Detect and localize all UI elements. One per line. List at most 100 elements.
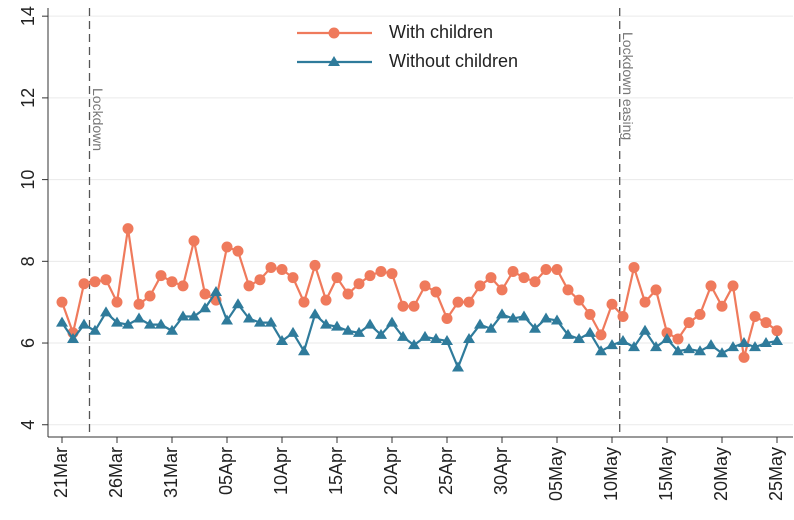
point	[122, 318, 134, 329]
point	[254, 274, 266, 286]
x-tick-label: 20May	[711, 447, 731, 501]
y-tick-label: 12	[18, 88, 38, 108]
point	[210, 285, 222, 296]
point	[628, 261, 640, 273]
point	[672, 345, 684, 356]
point	[199, 288, 211, 300]
x-tick-label: 25May	[766, 447, 786, 501]
point	[298, 296, 310, 308]
point	[265, 261, 277, 273]
point	[474, 280, 486, 292]
point	[100, 274, 112, 286]
y-tick-label: 4	[18, 420, 38, 430]
point	[760, 317, 772, 329]
point	[485, 272, 497, 284]
x-tick-label: 15May	[656, 447, 676, 501]
point	[353, 326, 365, 337]
point	[595, 345, 607, 356]
point	[89, 276, 101, 288]
point	[78, 318, 90, 329]
point	[683, 343, 695, 354]
point	[617, 310, 629, 322]
point	[375, 266, 387, 278]
point	[441, 313, 453, 325]
x-tick-label: 10May	[601, 447, 621, 501]
point	[177, 280, 189, 292]
point	[144, 290, 156, 302]
point	[463, 296, 475, 308]
point	[386, 316, 398, 327]
point	[287, 272, 299, 284]
point	[474, 318, 486, 329]
point	[243, 280, 255, 292]
point	[496, 284, 508, 296]
point	[122, 223, 134, 235]
point	[540, 312, 552, 323]
point	[276, 334, 288, 345]
x-tick-label: 25Apr	[436, 447, 456, 495]
point	[243, 312, 255, 323]
point	[485, 322, 497, 333]
point	[89, 324, 101, 335]
point	[364, 270, 376, 282]
point	[562, 328, 574, 339]
point	[452, 296, 464, 308]
point	[771, 325, 783, 337]
point	[727, 280, 739, 292]
point	[408, 339, 420, 350]
point	[56, 296, 68, 308]
point	[419, 280, 431, 292]
point	[617, 334, 629, 345]
point	[375, 328, 387, 339]
point	[111, 296, 123, 308]
y-tick-label: 6	[18, 338, 38, 348]
point	[166, 324, 178, 335]
point	[342, 288, 354, 300]
point	[771, 334, 783, 345]
point	[133, 298, 145, 310]
point	[199, 302, 211, 313]
point	[738, 351, 750, 363]
point	[705, 339, 717, 350]
point	[661, 332, 673, 343]
x-tick-label: 30Apr	[491, 447, 511, 495]
point	[661, 327, 673, 339]
legend-label: With children	[389, 22, 493, 42]
point	[573, 294, 585, 306]
point	[320, 294, 332, 306]
point	[639, 324, 651, 335]
point	[749, 341, 761, 352]
point	[342, 324, 354, 335]
point	[386, 268, 398, 280]
point	[650, 284, 662, 296]
point	[67, 332, 79, 343]
point	[551, 263, 563, 275]
point	[408, 300, 420, 312]
y-tick-label: 14	[18, 6, 38, 26]
point	[78, 278, 90, 290]
point	[265, 316, 277, 327]
point	[463, 332, 475, 343]
x-tick-label: 31Mar	[161, 447, 181, 498]
point	[298, 345, 310, 356]
point	[749, 310, 761, 322]
x-tick-label: 21Mar	[51, 447, 71, 498]
point	[331, 272, 343, 284]
point	[738, 337, 750, 348]
point	[595, 329, 607, 341]
point	[518, 272, 530, 284]
point	[166, 276, 178, 288]
point	[232, 298, 244, 309]
point	[188, 310, 200, 321]
annotation-label: Lockdown easing	[620, 32, 636, 140]
point	[276, 263, 288, 275]
point	[518, 310, 530, 321]
x-tick-label: 20Apr	[381, 447, 401, 495]
point	[177, 310, 189, 321]
point	[188, 235, 200, 247]
point	[155, 318, 167, 329]
point	[419, 330, 431, 341]
point	[232, 245, 244, 257]
point	[529, 276, 541, 288]
